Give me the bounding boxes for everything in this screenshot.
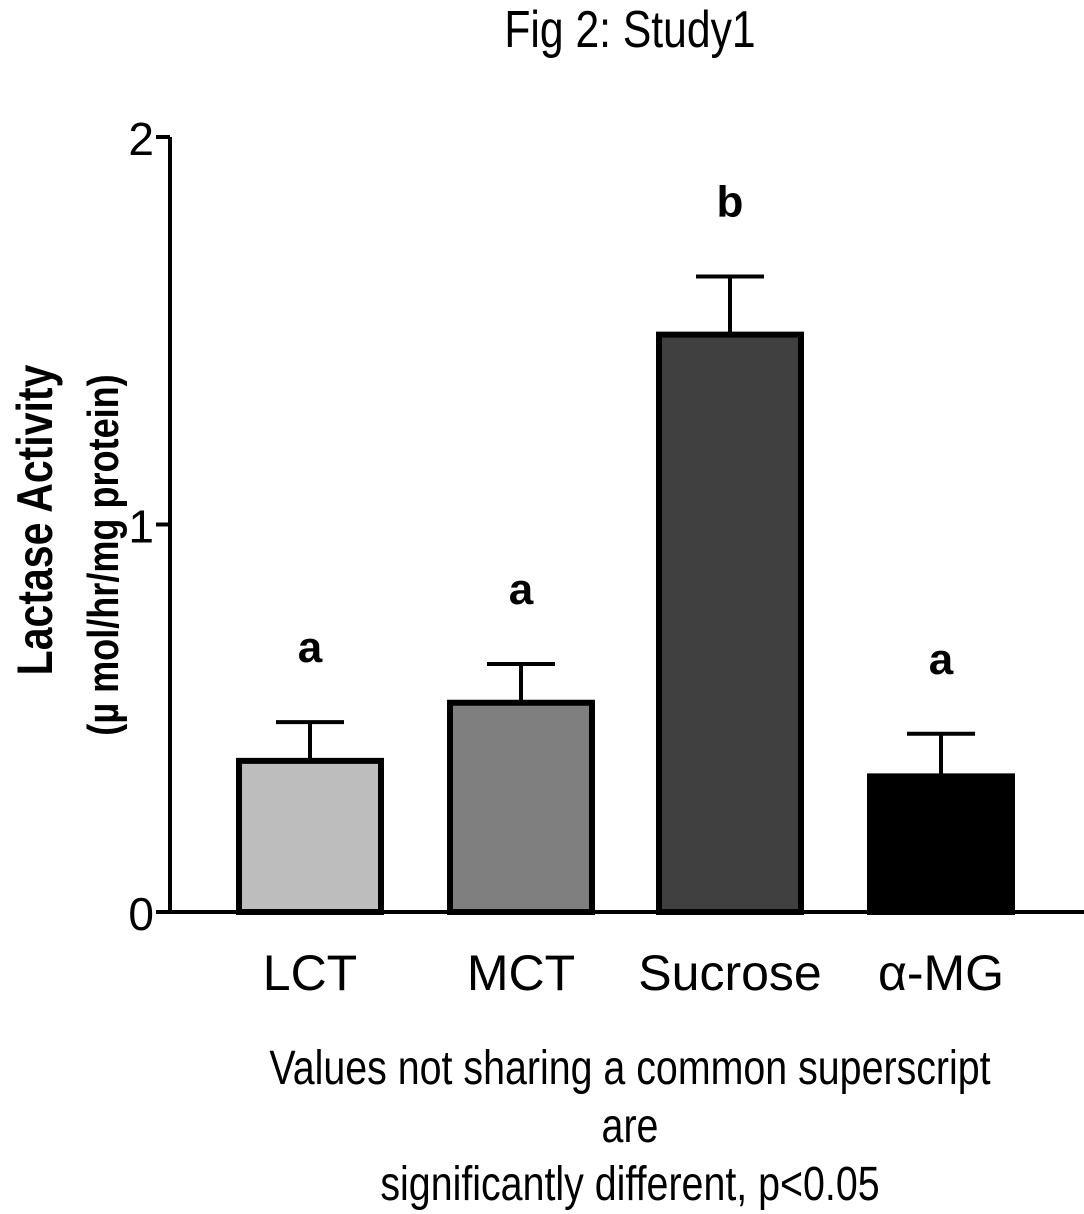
bar: [236, 757, 384, 915]
x-tick-label: MCT: [467, 945, 575, 1001]
bar: [656, 331, 804, 915]
footnote: Values not sharing a common superscript …: [245, 1040, 1016, 1214]
chart-title: Fig 2: Study1: [504, 1, 756, 59]
y-axis-units-label: (µ mol/hr/mg protein): [79, 374, 128, 735]
bar: [447, 699, 595, 915]
y-tick-label: 0: [128, 888, 154, 940]
footnote-line-2: significantly different, p<0.05: [380, 1158, 880, 1211]
bars-group: [236, 274, 1015, 915]
y-tick-label: 1: [128, 501, 154, 553]
y-tick-label: 2: [128, 113, 154, 165]
x-tick-label: α-MG: [878, 945, 1004, 1001]
bar-chart: Lactase Activity (µ mol/hr/mg protein) 0…: [7, 113, 1084, 1002]
significance-label: b: [717, 178, 744, 227]
x-tick-label: Sucrose: [638, 945, 821, 1001]
significance-label: a: [929, 635, 954, 684]
y-axis-label-group: Lactase Activity (µ mol/hr/mg protein): [7, 364, 128, 736]
significance-label: a: [509, 565, 534, 614]
bar: [867, 773, 1015, 915]
footnote-line-1: Values not sharing a common superscript …: [269, 1042, 991, 1153]
significance-label: a: [298, 623, 323, 672]
y-axis-label: Lactase Activity: [7, 364, 63, 675]
x-tick-label: LCT: [263, 945, 357, 1001]
labels-group: a LCT a MCT b Sucrose a α-MG: [263, 178, 1004, 1002]
